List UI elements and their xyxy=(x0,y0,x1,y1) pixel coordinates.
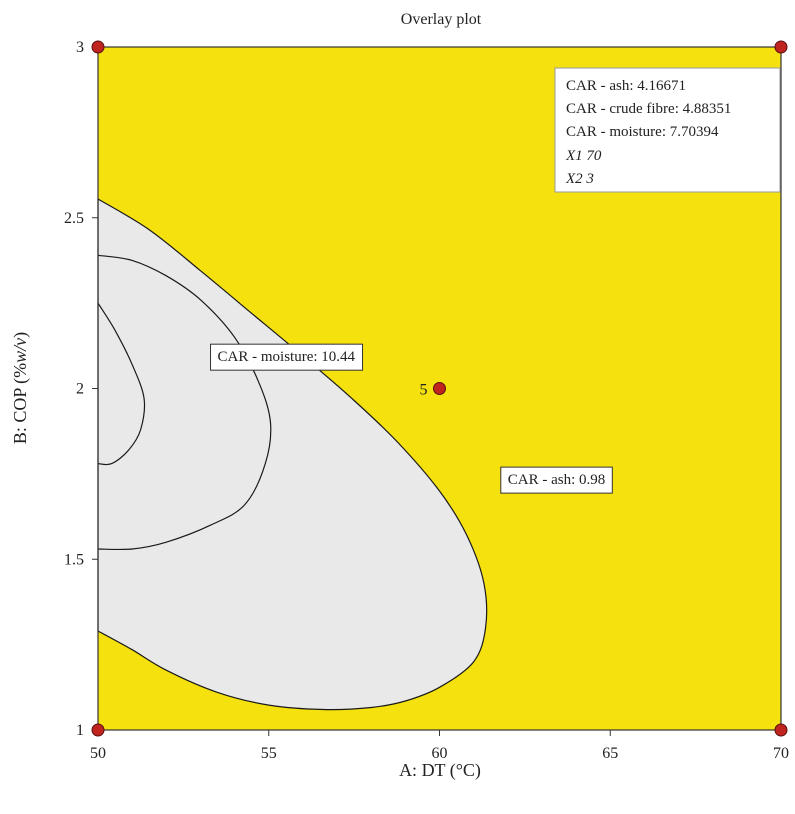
x-tick-label: 70 xyxy=(773,745,789,762)
y-tick-label: 2.5 xyxy=(64,210,84,227)
x-tick-label: 55 xyxy=(261,745,277,762)
x-tick-label: 65 xyxy=(602,745,618,762)
info-line-moisture: CAR - moisture: 7.70394 xyxy=(566,124,719,140)
contour-label-moisture: CAR - moisture: 10.44 xyxy=(210,343,364,371)
design-point xyxy=(774,40,788,54)
contour-label-moisture-text: CAR - moisture: 10.44 xyxy=(218,349,356,365)
info-box-frame xyxy=(554,67,781,193)
y-axis-title-prefix: B: COP (% xyxy=(10,363,31,444)
x-tick-label: 60 xyxy=(432,745,448,762)
info-line-crude-fibre: CAR - crude fibre: 4.88351 xyxy=(566,101,731,117)
contour-moisture-inner xyxy=(97,302,146,466)
contour-label-ash: CAR - ash: 0.98 xyxy=(500,466,613,494)
x-axis-title: A: DT (°C) xyxy=(399,760,481,781)
y-tick-label: 3 xyxy=(76,39,84,56)
y-axis-title-suffix: ) xyxy=(10,332,31,338)
y-axis-title: B: COP (%w/v) xyxy=(10,332,31,444)
contour-moisture-outer xyxy=(97,254,272,551)
info-line-ash: CAR - ash: 4.16671 xyxy=(566,78,686,94)
design-points: 5 xyxy=(91,40,788,737)
info-line-x1: X1 70 xyxy=(565,148,602,164)
x-axis: 50 55 60 65 70 xyxy=(90,730,789,762)
info-box: CAR - ash: 4.16671 CAR - crude fibre: 4.… xyxy=(554,67,781,193)
y-tick-label: 1 xyxy=(76,722,84,739)
y-tick-label: 1.5 xyxy=(64,551,84,568)
x-tick-label: 50 xyxy=(90,745,106,762)
contour-label-ash-box xyxy=(500,466,613,494)
contour-label-moisture-box xyxy=(210,343,364,371)
y-tick-label: 2 xyxy=(76,381,84,398)
design-point xyxy=(91,723,105,737)
contour-labels: CAR - ash: 0.98 CAR - moisture: 10.44 xyxy=(210,343,613,494)
chart-title: Overlay plot xyxy=(401,11,482,28)
y-axis-title-unit: w/v xyxy=(10,338,30,363)
info-line-x2: X2 3 xyxy=(565,171,594,187)
design-point xyxy=(774,723,788,737)
contour-label-ash-text: CAR - ash: 0.98 xyxy=(508,472,606,488)
contour-lines xyxy=(97,254,272,551)
design-point xyxy=(433,382,446,395)
infeasible-region xyxy=(97,197,488,711)
design-point-label: 5 xyxy=(420,382,428,399)
design-point xyxy=(91,40,105,54)
y-axis: 1 1.5 2 2.5 3 xyxy=(64,39,98,739)
